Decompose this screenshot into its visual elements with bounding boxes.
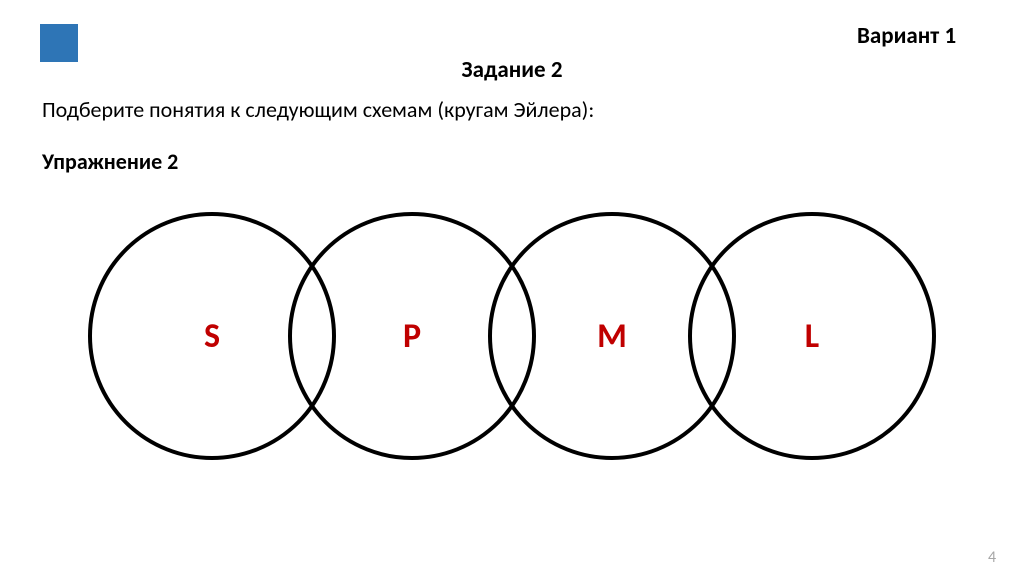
variant-label: Вариант 1	[857, 22, 956, 50]
euler-label-L: L	[787, 311, 837, 361]
page-number: 4	[988, 548, 996, 567]
euler-label-M: M	[587, 311, 637, 361]
euler-diagram: SPML	[88, 208, 936, 464]
task-title: Задание 2	[0, 56, 1024, 84]
exercise-label: Упражнение 2	[42, 148, 178, 175]
euler-label-S: S	[187, 311, 237, 361]
instruction-text: Подберите понятия к следующим схемам (кр…	[42, 96, 594, 123]
euler-label-P: P	[387, 311, 437, 361]
